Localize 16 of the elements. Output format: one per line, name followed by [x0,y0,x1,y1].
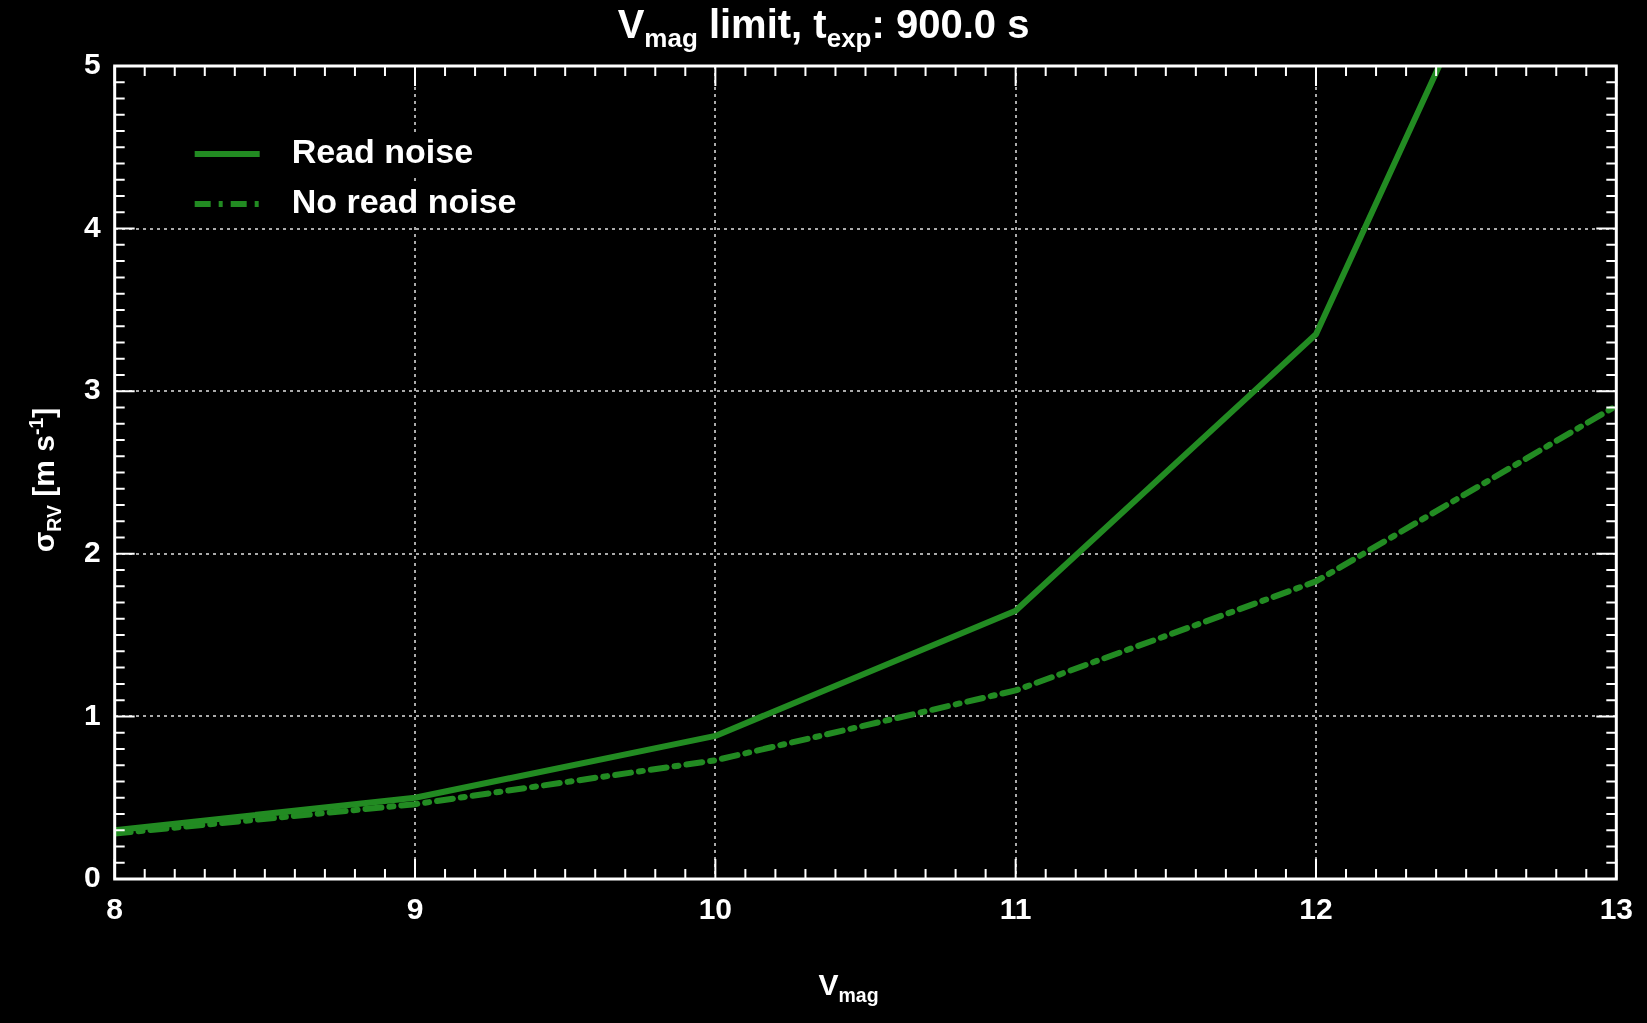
legend-label: No read noise [291,182,517,221]
x-tick-label: 9 [406,892,424,926]
y-tick-label: 2 [84,535,101,569]
x-axis-title: V$_{mag}$ [817,968,880,1007]
x-tick-label: 8 [106,892,124,926]
y-tick-label: 5 [84,47,101,81]
legend-label: Read noise [291,132,474,171]
y-tick-label: 1 [84,697,101,731]
y-tick-label: 4 [84,209,101,243]
y-tick-label: 3 [84,372,101,406]
y-tick-label: 0 [84,860,101,894]
x-tick-label: 13 [1599,892,1633,926]
x-tick-label: 12 [1299,892,1333,926]
x-tick-label: 11 [999,892,1032,926]
x-tick-label: 10 [698,892,733,926]
chart-title: V$_{mag}$ limit, t$_{exp}$: 900.0 s [617,2,1030,53]
